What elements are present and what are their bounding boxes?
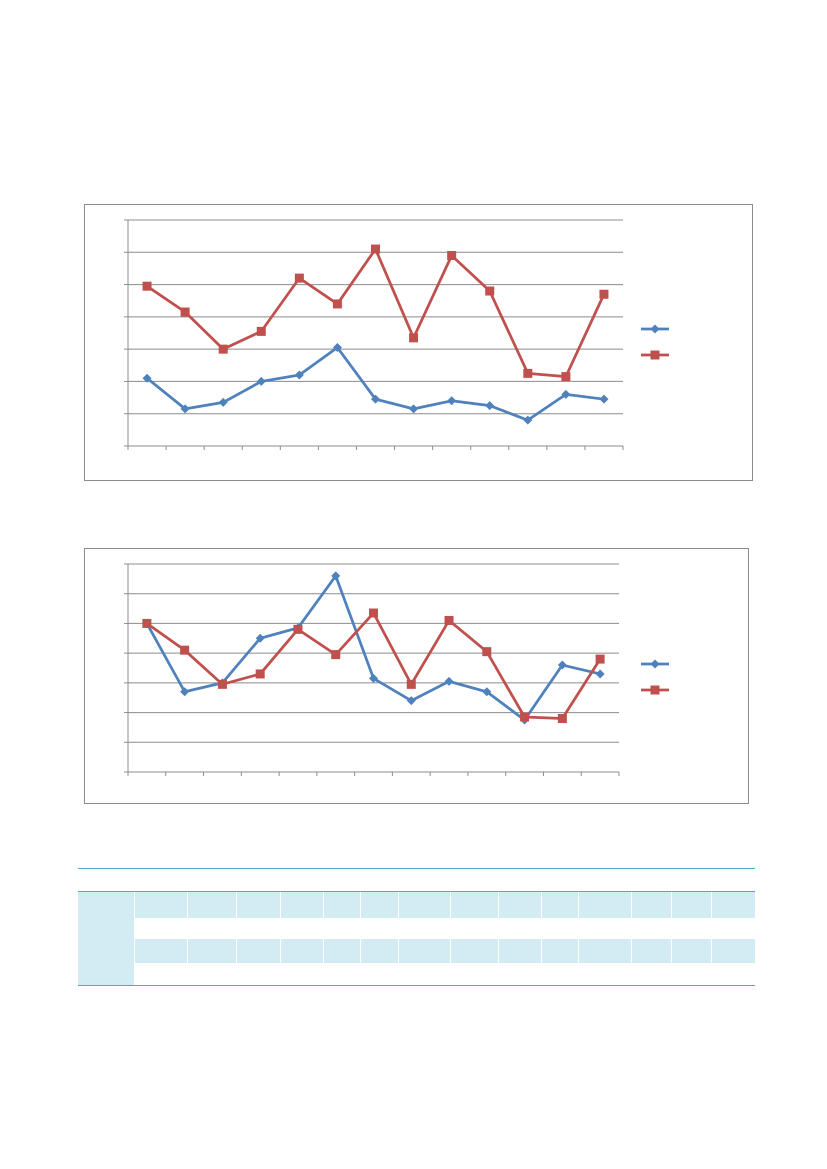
- legend-marker-1: [650, 659, 660, 669]
- table-cell-divider: [631, 939, 632, 963]
- data-point-2: [409, 333, 419, 343]
- table-cell-divider: [450, 939, 451, 963]
- table-row-label-cell: [78, 963, 134, 985]
- data-point-2: [293, 624, 303, 634]
- data-point-2: [561, 372, 571, 382]
- table-cell-divider: [711, 892, 712, 918]
- legend-marker-1: [650, 324, 660, 334]
- table-cell-divider: [360, 939, 361, 963]
- series-line-2: [146, 247, 606, 378]
- data-point-2: [142, 281, 152, 291]
- data-table: [78, 868, 755, 986]
- data-point-2: [444, 615, 454, 625]
- data-point-1: [255, 633, 265, 643]
- data-point-2: [406, 679, 416, 689]
- data-point-2: [142, 618, 152, 628]
- data-point-2: [180, 645, 190, 655]
- table-cell-divider: [323, 892, 324, 918]
- series-line-1: [146, 346, 605, 422]
- table-cell-divider: [578, 892, 579, 918]
- table-header-row: [78, 869, 755, 892]
- data-point-1: [332, 343, 342, 353]
- table-cell-divider: [323, 939, 324, 963]
- table-cell-divider: [450, 892, 451, 918]
- table-cell-divider: [398, 892, 399, 918]
- table-row: [78, 963, 755, 985]
- table-row: [78, 918, 755, 939]
- data-point-1: [561, 389, 571, 399]
- data-point-2: [371, 244, 380, 254]
- line-chart-1-plot: [124, 219, 669, 450]
- data-point-2: [217, 679, 227, 689]
- legend-marker-2: [650, 350, 660, 360]
- data-point-1: [180, 404, 190, 414]
- data-point-1: [599, 394, 609, 404]
- table-cell-divider: [280, 892, 281, 918]
- data-point-2: [332, 299, 342, 309]
- table-cell-divider: [134, 939, 135, 963]
- line-chart-2-plot: [124, 563, 669, 776]
- table-cell-divider: [360, 892, 361, 918]
- table-cell-divider: [498, 939, 499, 963]
- data-point-2: [218, 344, 228, 354]
- table-cell-divider: [398, 939, 399, 963]
- table-cell-divider: [631, 892, 632, 918]
- data-point-1: [444, 676, 454, 686]
- table-cell-divider: [541, 939, 542, 963]
- legend-marker-2: [650, 685, 660, 695]
- data-point-1: [557, 660, 567, 670]
- table-cell-divider: [134, 892, 135, 918]
- table-cell-divider: [541, 892, 542, 918]
- table-row: [78, 892, 755, 918]
- table-row-label-cell: [78, 918, 134, 939]
- data-point-1: [595, 669, 605, 679]
- data-point-2: [485, 286, 495, 296]
- data-point-2: [557, 714, 567, 724]
- table-cell-divider: [671, 939, 672, 963]
- data-point-1: [371, 394, 380, 404]
- data-point-2: [599, 289, 609, 299]
- data-point-1: [447, 396, 457, 406]
- data-point-2: [369, 608, 378, 618]
- data-point-1: [142, 373, 152, 383]
- data-point-2: [520, 712, 530, 722]
- data-point-2: [523, 368, 533, 378]
- data-point-1: [256, 376, 266, 386]
- table-cell-divider: [498, 892, 499, 918]
- series-line-2: [146, 611, 602, 720]
- table-cell-divider: [711, 939, 712, 963]
- data-point-1: [409, 404, 419, 414]
- data-point-2: [180, 307, 190, 317]
- data-point-1: [218, 397, 228, 407]
- data-point-1: [482, 687, 492, 697]
- table-row: [78, 939, 755, 963]
- table-cell-divider: [187, 892, 188, 918]
- line-chart-1: [84, 204, 753, 481]
- table-cell-divider: [671, 892, 672, 918]
- data-point-2: [294, 273, 304, 283]
- data-point-2: [256, 326, 266, 336]
- line-chart-2: [84, 548, 749, 804]
- data-point-1: [406, 696, 416, 706]
- table-cell-divider: [187, 939, 188, 963]
- data-point-2: [255, 669, 265, 679]
- data-point-2: [331, 650, 341, 660]
- series-line-1: [145, 574, 601, 722]
- data-point-2: [447, 251, 457, 261]
- data-point-2: [482, 647, 492, 657]
- table-row-label-cell: [78, 892, 134, 918]
- table-cell-divider: [236, 892, 237, 918]
- data-point-1: [331, 571, 341, 581]
- data-point-1: [485, 401, 495, 411]
- data-point-1: [523, 415, 533, 425]
- table-cell-divider: [280, 939, 281, 963]
- data-point-2: [595, 654, 605, 664]
- table-cell-divider: [236, 939, 237, 963]
- data-point-1: [180, 687, 190, 697]
- table-cell-divider: [578, 939, 579, 963]
- data-point-1: [294, 370, 304, 380]
- data-point-1: [369, 673, 378, 683]
